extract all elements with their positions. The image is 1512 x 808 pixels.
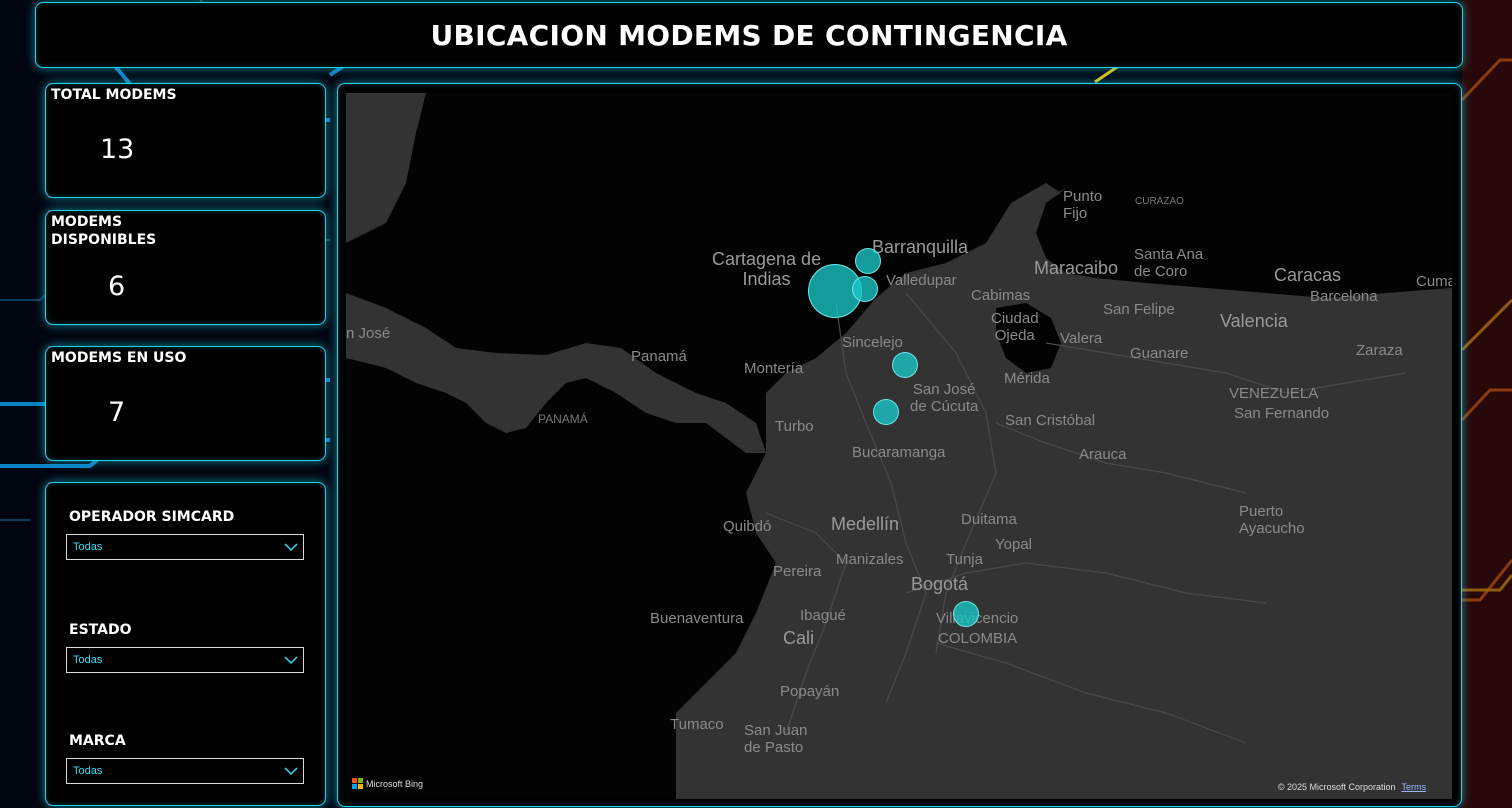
map-label-duitama: Duitama [961,511,1017,528]
map-label-cuma: Cuma [1416,273,1452,290]
filters-panel: OPERADOR SIMCARD Todas ESTADO Todas MARC… [45,482,326,806]
map-label-valera: Valera [1060,330,1103,347]
map-label-guanare: Guanare [1130,345,1189,362]
map-label-bogota: Bogotá [911,574,969,594]
kpi-label: MODEMS EN USO [51,350,187,366]
map-label-merida: Mérida [1004,370,1050,387]
map-label-turbo: Turbo [775,418,814,435]
map-label-popayan: Popayán [780,683,840,700]
map-label-tunja: Tunja [946,551,983,568]
bing-attribution: Microsoft Bing [352,778,423,789]
chevron-down-icon [284,767,298,776]
kpi-value: 13 [100,134,135,165]
map-label-sincelejo: Sincelejo [842,334,903,351]
dropdown-value: Todas [73,654,103,666]
estado-dropdown[interactable]: Todas [66,647,304,673]
filter-label-estado: ESTADO [69,622,132,638]
map-bubble-magangue[interactable] [873,399,899,425]
map-label-maracaibo: Maracaibo [1034,258,1119,278]
map-label-san-cristobal: San Cristóbal [1005,412,1096,429]
map-label-ibague: Ibagué [800,607,846,624]
kpi-label-line1: MODEMS [51,214,123,230]
map-label-monteria: Montería [744,360,804,377]
map-label-bucaramanga: Bucaramanga [852,444,946,461]
dropdown-value: Todas [73,541,103,553]
map-label-cabimas: Cabimas [971,287,1031,304]
map-label-san-fernando: San Fernando [1234,405,1330,422]
map-label-cali: Cali [783,628,815,648]
map-label-panama-country: PANAMÁ [538,412,588,426]
map-label-arauca: Arauca [1079,446,1127,463]
map-label-quibdo: Quibdó [723,518,772,535]
map-label-san-juan-pasto: San Juan de Pasto [744,722,808,756]
page-title: UBICACION MODEMS DE CONTINGENCIA [430,18,1068,52]
map-label-ciudad-ojeda: Ciudad Ojeda [991,310,1039,344]
filter-label-operador: OPERADOR SIMCARD [69,509,235,525]
chevron-down-icon [284,543,298,552]
kpi-value: 7 [108,397,126,428]
marca-dropdown[interactable]: Todas [66,758,304,784]
map-copyright: © 2025 Microsoft Corporation Terms [1278,782,1426,792]
map-label-medellin: Medellín [831,514,900,534]
kpi-label-line2: DISPONIBLES [51,232,157,248]
copyright-text: © 2025 Microsoft Corporation [1277,782,1396,792]
kpi-card-modems-disponibles: MODEMS DISPONIBLES 6 [45,210,326,325]
map-label-yopal: Yopal [995,536,1032,553]
map-label-colombia: COLOMBIA [938,630,1018,647]
chevron-down-icon [284,656,298,665]
dropdown-value: Todas [73,765,103,777]
map-label-curazao: CURAZAO [1135,196,1184,207]
map-label-pereira: Pereira [773,563,822,580]
map-label-buenaventura: Buenaventura [650,610,744,627]
kpi-value: 6 [108,271,126,302]
title-bar: UBICACION MODEMS DE CONTINGENCIA [35,2,1463,68]
filter-label-marca: MARCA [69,733,126,749]
map-label-zaraza: Zaraza [1356,342,1403,359]
map-basemap [346,93,1452,799]
bing-label: Microsoft Bing [366,778,424,789]
map-label-valencia: Valencia [1220,311,1288,331]
map-bubble-sincelejo-este[interactable] [892,352,918,378]
map-label-barcelona: Barcelona [1310,288,1378,305]
map-label-puerto-ayacucho: Puerto Ayacucho [1239,503,1305,537]
map-label-manizales: Manizales [836,551,904,568]
map-bubble-barranquilla-sur[interactable] [852,276,878,302]
kpi-card-total-modems: TOTAL MODEMS 13 [45,83,326,198]
kpi-label: TOTAL MODEMS [51,87,177,103]
map-label-san-jose: n José [346,325,391,342]
map-panel: Punto Fijo CURAZAO Barranquilla Cartagen… [337,83,1462,807]
map-bubble-barranquilla[interactable] [855,248,881,274]
kpi-label: MODEMS DISPONIBLES [51,213,156,249]
map-label-tumaco: Tumaco [670,716,724,733]
map-label-caracas: Caracas [1274,265,1342,285]
operador-simcard-dropdown[interactable]: Todas [66,534,304,560]
map-label-cucuta: San José de Cúcuta [910,381,979,415]
map-label-cartagena: Cartagena de Indias [712,249,822,289]
map-label-santa-ana: Santa Ana de Coro [1134,246,1204,280]
terms-link[interactable]: Terms [1401,782,1427,792]
map-bubble-villavicencio[interactable] [953,601,979,627]
kpi-card-modems-en-uso: MODEMS EN USO 7 [45,346,326,461]
microsoft-logo-icon [352,778,363,789]
map-label-punto-fijo: Punto Fijo [1063,188,1103,222]
bing-map[interactable]: Punto Fijo CURAZAO Barranquilla Cartagen… [346,93,1452,799]
map-label-valledupar: Valledupar [886,272,957,289]
map-label-barranquilla: Barranquilla [872,237,969,257]
map-label-san-felipe: San Felipe [1103,301,1175,318]
map-label-venezuela: VENEZUELA [1229,385,1319,402]
map-label-panama: Panamá [631,348,687,365]
